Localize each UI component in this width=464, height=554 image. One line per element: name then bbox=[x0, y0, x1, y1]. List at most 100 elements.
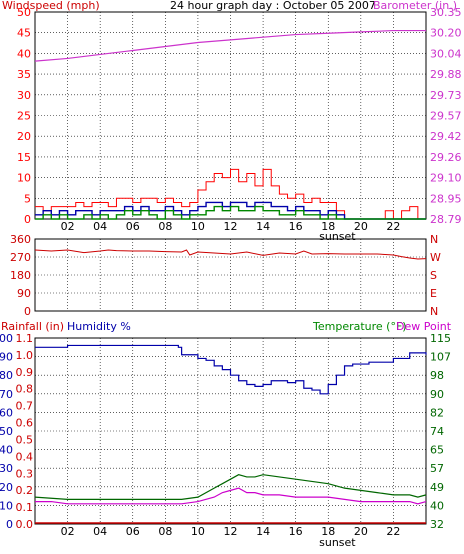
x-tick-label: 06 bbox=[126, 525, 140, 538]
humidity-axis-label: Humidity % bbox=[67, 320, 131, 333]
y-tick-label: 360 bbox=[10, 233, 31, 246]
barometer-line bbox=[34, 29, 426, 62]
y-right-tick-label: 30.35 bbox=[430, 6, 462, 19]
rainfall-tick-label: 0.3 bbox=[16, 467, 34, 480]
y-right-tick-label: N bbox=[430, 305, 438, 318]
x-tick-label: 18 bbox=[321, 220, 335, 233]
y-right-tick-label: 57 bbox=[430, 462, 444, 475]
x-tick-label: 14 bbox=[256, 525, 270, 538]
y-tick-label: 20 bbox=[17, 130, 31, 143]
y-right-tick-label: 29.88 bbox=[430, 68, 462, 81]
rainfall-axis-label: Rainfall (in) bbox=[1, 320, 64, 333]
y-right-tick-label: 29.10 bbox=[430, 172, 462, 185]
x-tick-label: 18 bbox=[321, 525, 335, 538]
wind-avg-line bbox=[35, 205, 426, 220]
y-tick-label: 25 bbox=[17, 110, 31, 123]
y-right-tick-label: 28.79 bbox=[430, 213, 462, 226]
x-tick-label: 02 bbox=[61, 525, 75, 538]
x-tick-label: 14 bbox=[256, 220, 270, 233]
y-tick-label: 0 bbox=[6, 518, 13, 531]
y-tick-label: 5 bbox=[24, 192, 31, 205]
y-tick-label: 180 bbox=[10, 269, 31, 282]
x-tick-label: 12 bbox=[224, 220, 238, 233]
y-tick-label: 35 bbox=[17, 68, 31, 81]
direction-panel-series bbox=[34, 249, 427, 260]
y-right-tick-label: 29.57 bbox=[430, 110, 462, 123]
y-tick-label: 60 bbox=[0, 406, 13, 419]
y-right-tick-label: 82 bbox=[430, 406, 444, 419]
x-tick-label: 10 bbox=[191, 525, 205, 538]
rainfall-tick-label: 0.5 bbox=[16, 433, 34, 446]
rainfall-tick-label: 1.1 bbox=[16, 332, 34, 345]
y-right-tick-label: 30.04 bbox=[430, 47, 462, 60]
rainfall-panel-ticks: 0.0 0.1 0.2 0.3 0.4 0.5 0.6 0.7 0.8 0.9 1.0 1.1 bbox=[16, 332, 34, 531]
wind-panel-left-ticks: 0 5 10 15 20 25 30 35 40 45 50 bbox=[17, 6, 31, 226]
y-right-tick-label: 65 bbox=[430, 444, 444, 457]
x-tick-label: 20 bbox=[354, 525, 368, 538]
x-tick-label: 12 bbox=[224, 525, 238, 538]
rainfall-tick-label: 0.7 bbox=[16, 400, 34, 413]
y-right-tick-label: 30.20 bbox=[430, 27, 462, 40]
wind-speed-line bbox=[35, 201, 426, 220]
sunset-label-1: sunset bbox=[319, 230, 356, 243]
rainfall-tick-label: 0.8 bbox=[16, 383, 34, 396]
y-tick-label: 270 bbox=[10, 251, 31, 264]
temperature-panel-right-ticks: 32 40 49 57 65 74 82 90 98 107 115 bbox=[430, 332, 451, 531]
y-right-tick-label: 29.42 bbox=[430, 130, 462, 143]
y-right-tick-label: 49 bbox=[430, 481, 444, 494]
y-right-tick-label: 32 bbox=[430, 518, 444, 531]
x-tick-label: 22 bbox=[386, 220, 400, 233]
y-right-tick-label: 115 bbox=[430, 332, 451, 345]
y-tick-label: 15 bbox=[17, 151, 31, 164]
y-tick-label: 90 bbox=[17, 287, 31, 300]
rainfall-tick-label: 0.9 bbox=[16, 366, 34, 379]
humidity-line bbox=[35, 344, 427, 395]
direction-panel-grid bbox=[35, 239, 426, 311]
y-right-tick-label: N bbox=[430, 233, 438, 246]
y-tick-label: 90 bbox=[0, 351, 13, 364]
rainfall-tick-label: 1.0 bbox=[16, 349, 34, 362]
rainfall-tick-label: 0.0 bbox=[16, 518, 34, 531]
humidity-panel-left-ticks: 0 10 20 30 40 50 60 70 80 90 100 bbox=[0, 332, 13, 531]
y-tick-label: 100 bbox=[0, 332, 13, 345]
y-tick-label: 20 bbox=[0, 481, 13, 494]
y-tick-label: 45 bbox=[17, 27, 31, 40]
y-right-tick-label: 28.95 bbox=[430, 192, 462, 205]
y-right-tick-label: S bbox=[430, 269, 437, 282]
y-tick-label: 50 bbox=[17, 6, 31, 19]
x-tick-label: 04 bbox=[93, 525, 107, 538]
wind-panel-right-ticks: 28.79 28.95 29.10 29.26 29.42 29.57 29.73 29.88… bbox=[430, 6, 462, 226]
chart-title: 24 hour graph day : October 05 2007 bbox=[170, 0, 376, 12]
wind-gust-line bbox=[35, 168, 426, 220]
y-tick-label: 40 bbox=[0, 444, 13, 457]
rainfall-tick-label: 0.6 bbox=[16, 417, 34, 430]
wind-panel-series bbox=[34, 29, 426, 220]
y-tick-label: 30 bbox=[17, 89, 31, 102]
humidity-panel-x-ticks: 02 04 06 08 10 12 14 16 18 20 22 bbox=[61, 525, 401, 538]
x-tick-label: 06 bbox=[126, 220, 140, 233]
y-tick-label: 0 bbox=[24, 305, 31, 318]
humidity-panel-series bbox=[34, 344, 427, 524]
y-tick-label: 80 bbox=[0, 369, 13, 382]
y-right-tick-label: W bbox=[430, 251, 441, 264]
direction-panel-left-ticks: 0 90 180 270 360 bbox=[10, 233, 31, 318]
y-right-tick-label: 40 bbox=[430, 499, 444, 512]
wind-direction-line bbox=[34, 249, 427, 260]
y-tick-label: 10 bbox=[0, 499, 13, 512]
y-right-tick-label: E bbox=[430, 287, 437, 300]
y-tick-label: 70 bbox=[0, 388, 13, 401]
windspeed-axis-label: Windspeed (mph) bbox=[2, 0, 100, 12]
x-tick-label: 10 bbox=[191, 220, 205, 233]
x-tick-label: 08 bbox=[158, 525, 172, 538]
y-right-tick-label: 29.73 bbox=[430, 89, 462, 102]
y-right-tick-label: 29.26 bbox=[430, 151, 462, 164]
y-right-tick-label: 107 bbox=[430, 351, 451, 364]
y-right-tick-label: 90 bbox=[430, 388, 444, 401]
y-tick-label: 10 bbox=[17, 172, 31, 185]
y-tick-label: 0 bbox=[24, 213, 31, 226]
x-tick-label: 04 bbox=[93, 220, 107, 233]
y-tick-label: 40 bbox=[17, 47, 31, 60]
temperature-line bbox=[34, 474, 427, 500]
